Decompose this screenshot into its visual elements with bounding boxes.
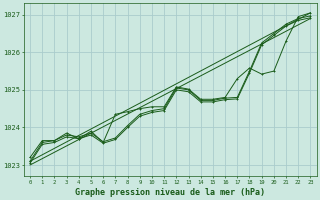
- X-axis label: Graphe pression niveau de la mer (hPa): Graphe pression niveau de la mer (hPa): [75, 188, 265, 197]
